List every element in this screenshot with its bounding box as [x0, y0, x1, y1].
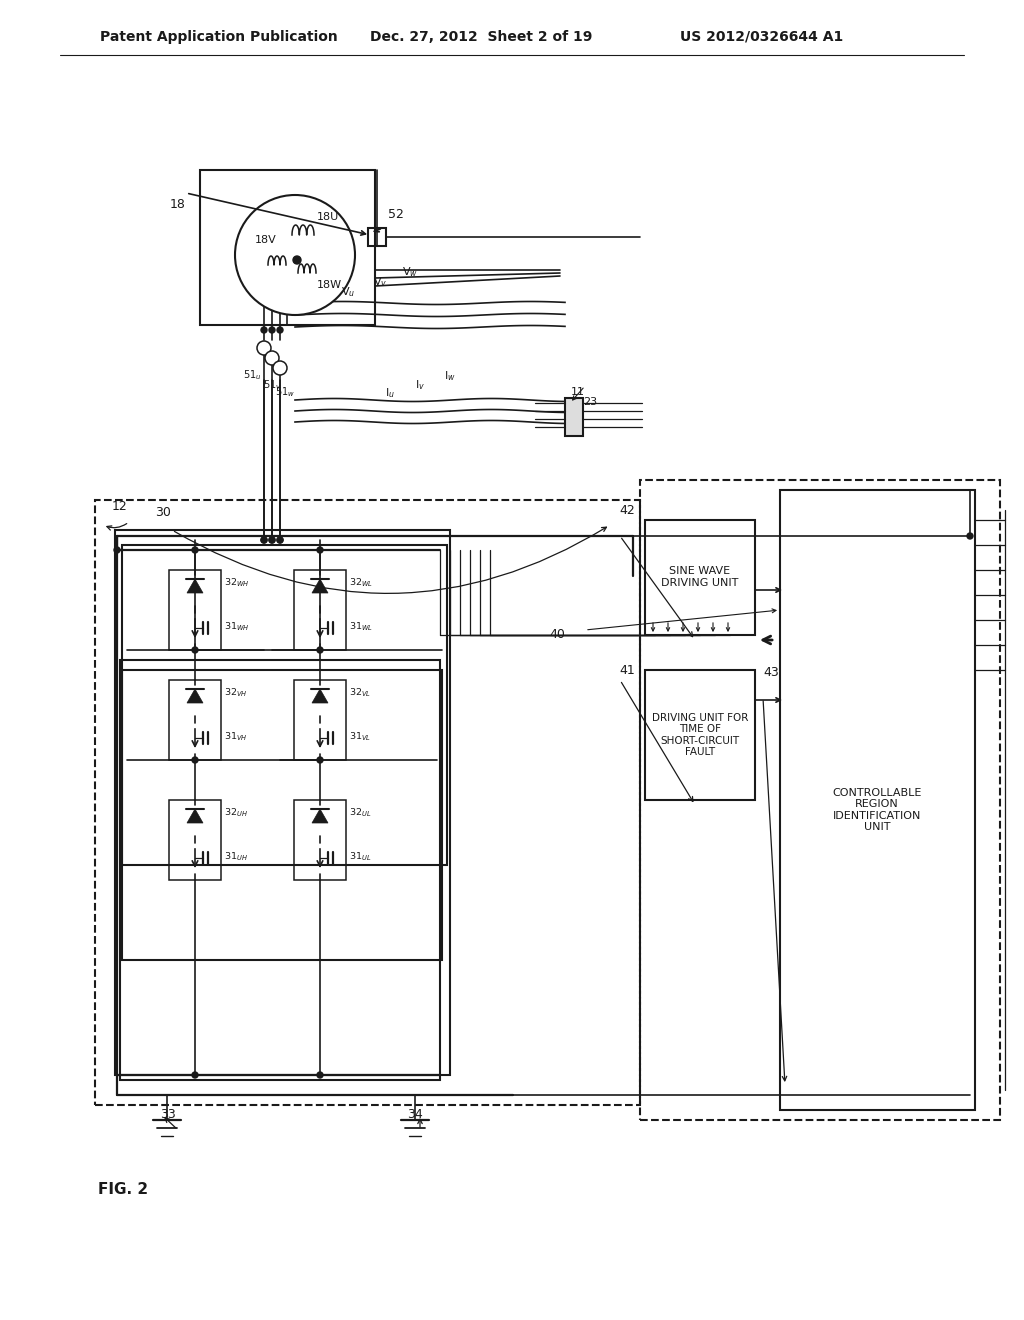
Circle shape: [317, 756, 323, 763]
Bar: [645, 520, 755, 635]
Text: 23: 23: [583, 397, 597, 407]
Circle shape: [193, 1072, 198, 1078]
Text: US 2012/0326644 A1: US 2012/0326644 A1: [680, 30, 843, 44]
Circle shape: [269, 537, 275, 543]
Text: Dec. 27, 2012  Sheet 2 of 19: Dec. 27, 2012 Sheet 2 of 19: [370, 30, 592, 44]
Text: I$_v$: I$_v$: [415, 378, 425, 392]
Bar: [780, 490, 975, 1110]
Text: V$_u$: V$_u$: [341, 285, 355, 298]
Circle shape: [273, 360, 287, 375]
Text: Patent Application Publication: Patent Application Publication: [100, 30, 338, 44]
Text: 32$_{UL}$: 32$_{UL}$: [349, 807, 372, 820]
Bar: [122, 545, 447, 865]
Circle shape: [278, 327, 283, 333]
Text: 51$_w$: 51$_w$: [275, 385, 295, 399]
Text: SINE WAVE
DRIVING UNIT: SINE WAVE DRIVING UNIT: [662, 566, 738, 587]
Text: 52: 52: [388, 209, 403, 222]
Bar: [169, 680, 221, 760]
Text: 51$_v$: 51$_v$: [263, 378, 282, 392]
Circle shape: [193, 756, 198, 763]
Circle shape: [278, 537, 283, 543]
Text: 32$_{VH}$: 32$_{VH}$: [224, 686, 248, 700]
Text: 18V: 18V: [255, 235, 276, 246]
Circle shape: [269, 327, 275, 333]
Circle shape: [114, 546, 120, 553]
Text: 18: 18: [170, 198, 186, 211]
Circle shape: [278, 537, 283, 543]
Bar: [640, 480, 1000, 1119]
Text: 31$_{VH}$: 31$_{VH}$: [224, 731, 248, 743]
Text: 12: 12: [112, 499, 128, 512]
Bar: [122, 671, 442, 960]
Polygon shape: [187, 689, 203, 704]
Circle shape: [261, 327, 267, 333]
Circle shape: [317, 546, 323, 553]
Circle shape: [967, 533, 973, 539]
Circle shape: [317, 1072, 323, 1078]
Circle shape: [265, 351, 279, 366]
Text: 31$_{WH}$: 31$_{WH}$: [224, 620, 250, 634]
Polygon shape: [312, 579, 328, 593]
Text: CONTROLLABLE
REGION
IDENTIFICATION
UNIT: CONTROLLABLE REGION IDENTIFICATION UNIT: [833, 788, 922, 833]
Circle shape: [261, 537, 267, 543]
Text: 32$_{VL}$: 32$_{VL}$: [349, 686, 371, 700]
Polygon shape: [312, 689, 328, 704]
Circle shape: [193, 647, 198, 653]
Bar: [565, 399, 583, 436]
Bar: [95, 500, 640, 1105]
Bar: [294, 800, 346, 880]
Bar: [120, 660, 440, 1080]
Text: 30: 30: [155, 506, 171, 519]
Bar: [169, 800, 221, 880]
Bar: [368, 228, 386, 246]
Text: 51$_u$: 51$_u$: [243, 368, 261, 381]
Text: I$_u$: I$_u$: [385, 385, 395, 400]
Bar: [115, 531, 450, 1074]
Text: 32$_{UH}$: 32$_{UH}$: [224, 807, 248, 820]
Text: I$_w$: I$_w$: [444, 370, 456, 383]
Bar: [645, 671, 755, 800]
Bar: [169, 570, 221, 649]
Text: 18W: 18W: [317, 280, 342, 290]
Text: 42: 42: [620, 504, 635, 517]
Text: 31$_{UH}$: 31$_{UH}$: [224, 851, 248, 863]
Text: FIG. 2: FIG. 2: [98, 1183, 148, 1197]
Text: V$_w$: V$_w$: [402, 265, 418, 279]
Bar: [294, 570, 346, 649]
Text: 32$_{WH}$: 32$_{WH}$: [224, 577, 250, 589]
Text: 31$_{UL}$: 31$_{UL}$: [349, 851, 372, 863]
Text: 34: 34: [407, 1109, 423, 1122]
Text: 40: 40: [549, 628, 565, 642]
Text: DRIVING UNIT FOR
TIME OF
SHORT-CIRCUIT
FAULT: DRIVING UNIT FOR TIME OF SHORT-CIRCUIT F…: [652, 713, 749, 758]
Bar: [294, 680, 346, 760]
Text: V$_v$: V$_v$: [373, 275, 387, 289]
Text: 31$_{WL}$: 31$_{WL}$: [349, 620, 373, 634]
Text: 43: 43: [763, 667, 778, 680]
Polygon shape: [187, 579, 203, 593]
Text: 33: 33: [160, 1109, 176, 1122]
Bar: [200, 170, 375, 325]
Text: 32$_{WL}$: 32$_{WL}$: [349, 577, 373, 589]
Text: 31$_{VL}$: 31$_{VL}$: [349, 731, 371, 743]
Text: 41: 41: [620, 664, 635, 676]
Polygon shape: [187, 809, 203, 822]
Circle shape: [317, 647, 323, 653]
Polygon shape: [312, 809, 328, 822]
Circle shape: [257, 341, 271, 355]
Circle shape: [293, 256, 301, 264]
Circle shape: [261, 537, 267, 543]
Circle shape: [269, 537, 275, 543]
Text: 11: 11: [571, 387, 585, 397]
Text: 18U: 18U: [317, 213, 339, 222]
Circle shape: [234, 195, 355, 315]
Circle shape: [193, 546, 198, 553]
